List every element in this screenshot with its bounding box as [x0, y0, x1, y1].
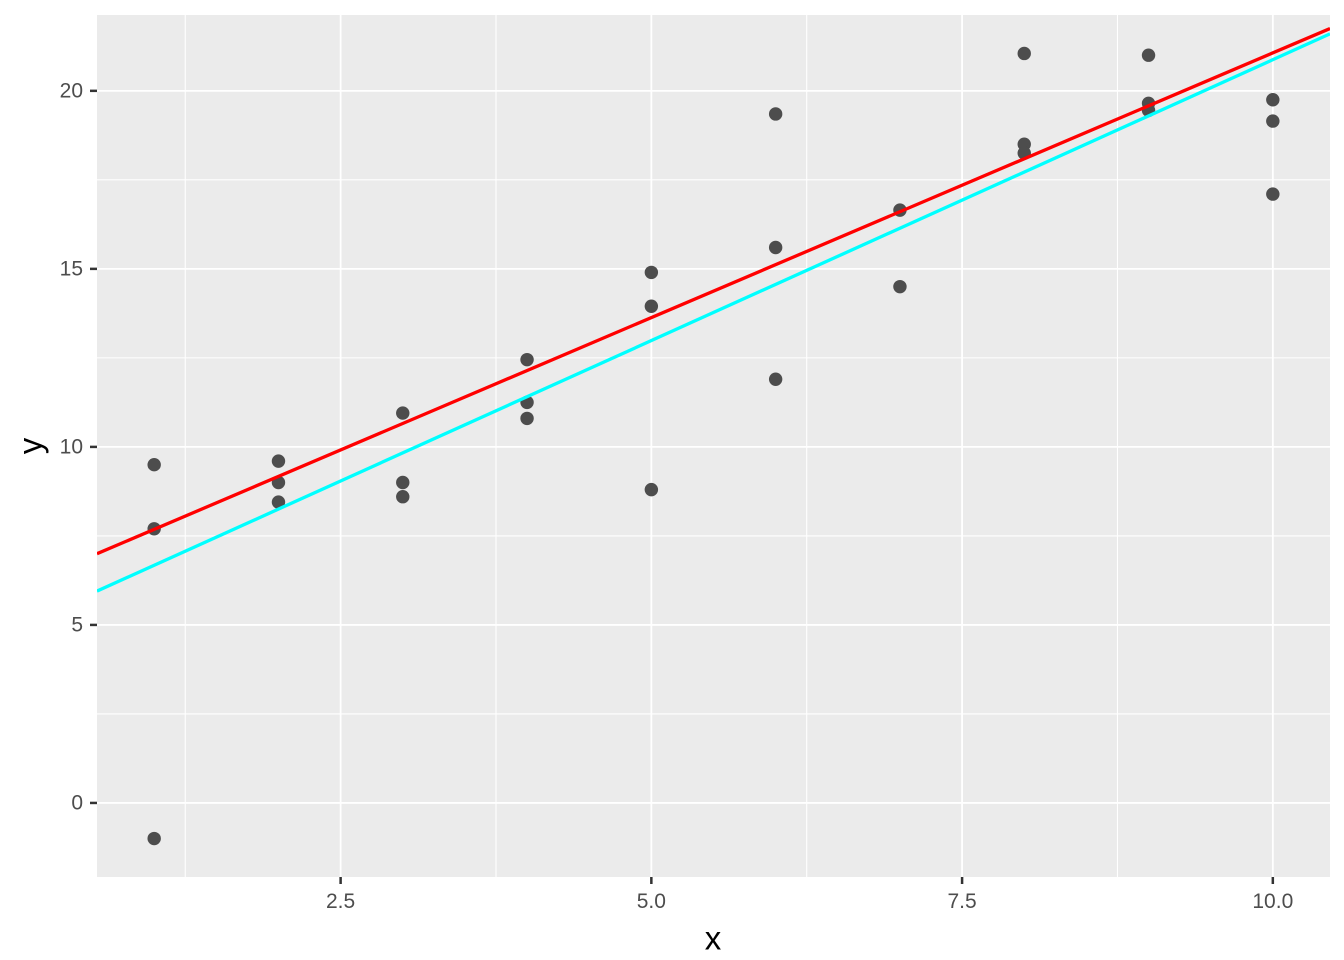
data-point [768, 107, 783, 121]
x-tick-label: 5.0 [636, 890, 666, 913]
data-point [768, 240, 783, 255]
y-tick-label: 15 [59, 257, 83, 281]
data-point [520, 411, 534, 426]
data-point [644, 265, 659, 280]
y-tick-label: 10 [59, 435, 83, 459]
data-point [147, 831, 161, 846]
data-point [396, 490, 410, 504]
y-tick-label: 20 [59, 79, 83, 103]
x-tick-label: 2.5 [326, 890, 356, 913]
x-axis-title: x [704, 919, 722, 957]
data-point [768, 372, 783, 386]
data-point [1141, 48, 1156, 62]
data-point [271, 454, 286, 468]
data-point [1266, 114, 1280, 128]
data-point [1017, 46, 1031, 61]
data-point [1266, 187, 1280, 201]
data-point [396, 475, 410, 490]
data-point [520, 352, 534, 367]
data-point [271, 495, 286, 509]
x-tick-label: 7.5 [947, 890, 977, 913]
data-point [396, 406, 410, 420]
x-tick-label: 10.0 [1252, 890, 1294, 913]
y-tick-label: 5 [71, 613, 83, 637]
reference-line-cyan [97, 32, 1330, 593]
data-point [893, 279, 907, 294]
data-point [644, 299, 659, 313]
data-point [644, 482, 659, 497]
data-point [1266, 93, 1280, 107]
y-tick-label: 0 [71, 791, 83, 815]
data-point [147, 457, 161, 472]
fitted-line-red [97, 27, 1330, 556]
